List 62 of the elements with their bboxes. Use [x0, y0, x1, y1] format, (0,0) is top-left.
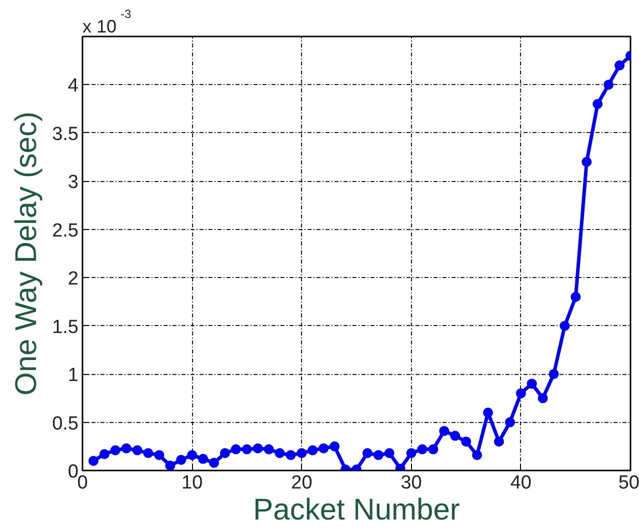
point: [286, 450, 296, 460]
point: [461, 436, 472, 447]
point: [384, 448, 394, 458]
x-axis-title: Packet Number: [253, 494, 460, 526]
point: [121, 443, 132, 454]
point: [176, 454, 186, 465]
point: [318, 443, 329, 454]
y-tick-label: 1.5: [52, 316, 79, 338]
point: [548, 369, 559, 380]
point: [494, 436, 504, 447]
point: [230, 444, 241, 454]
point: [472, 450, 482, 460]
point: [582, 156, 592, 167]
point: [165, 460, 176, 470]
point: [504, 417, 515, 428]
point: [538, 393, 548, 404]
x-tick-label: 50: [618, 472, 639, 494]
point: [373, 450, 384, 460]
y-tick-label: 0.5: [52, 413, 79, 434]
point: [209, 458, 220, 468]
point: [450, 430, 460, 441]
point: [242, 444, 252, 454]
x-tick-label: 20: [291, 472, 312, 494]
x-tick-label: 30: [400, 472, 422, 494]
point: [592, 99, 603, 109]
y-tick-label: 2: [68, 268, 79, 290]
point: [406, 448, 416, 458]
point: [252, 443, 263, 454]
point: [99, 449, 110, 460]
annotation: x 10-3: [82, 7, 132, 36]
point: [88, 456, 98, 466]
y-tick-label: 3.5: [52, 124, 79, 145]
point: [362, 448, 372, 458]
y-tick-label: 1: [68, 365, 79, 386]
y-axis-title: One Way Delay (sec): [10, 112, 44, 396]
point: [526, 378, 537, 389]
x-tick-label: 40: [510, 472, 532, 494]
point: [560, 320, 570, 331]
point: [143, 448, 154, 458]
point: [570, 292, 581, 302]
y-tick-label: 4: [68, 76, 79, 97]
point: [516, 388, 526, 398]
point: [483, 408, 494, 418]
point: [274, 448, 285, 458]
point: [308, 445, 318, 456]
point: [439, 426, 450, 436]
point: [428, 444, 438, 454]
y-tick-label: 3: [68, 172, 79, 194]
point: [187, 450, 198, 460]
point: [604, 80, 614, 90]
point: [220, 448, 230, 458]
point: [417, 444, 428, 454]
point: [614, 60, 625, 70]
point: [110, 445, 120, 456]
point: [330, 441, 340, 452]
x-tick-label: 10: [182, 472, 203, 494]
y-tick-label: 2.5: [52, 220, 79, 242]
point: [264, 444, 274, 454]
point: [198, 454, 208, 464]
point: [296, 448, 307, 458]
point: [154, 450, 164, 460]
point: [132, 445, 142, 456]
